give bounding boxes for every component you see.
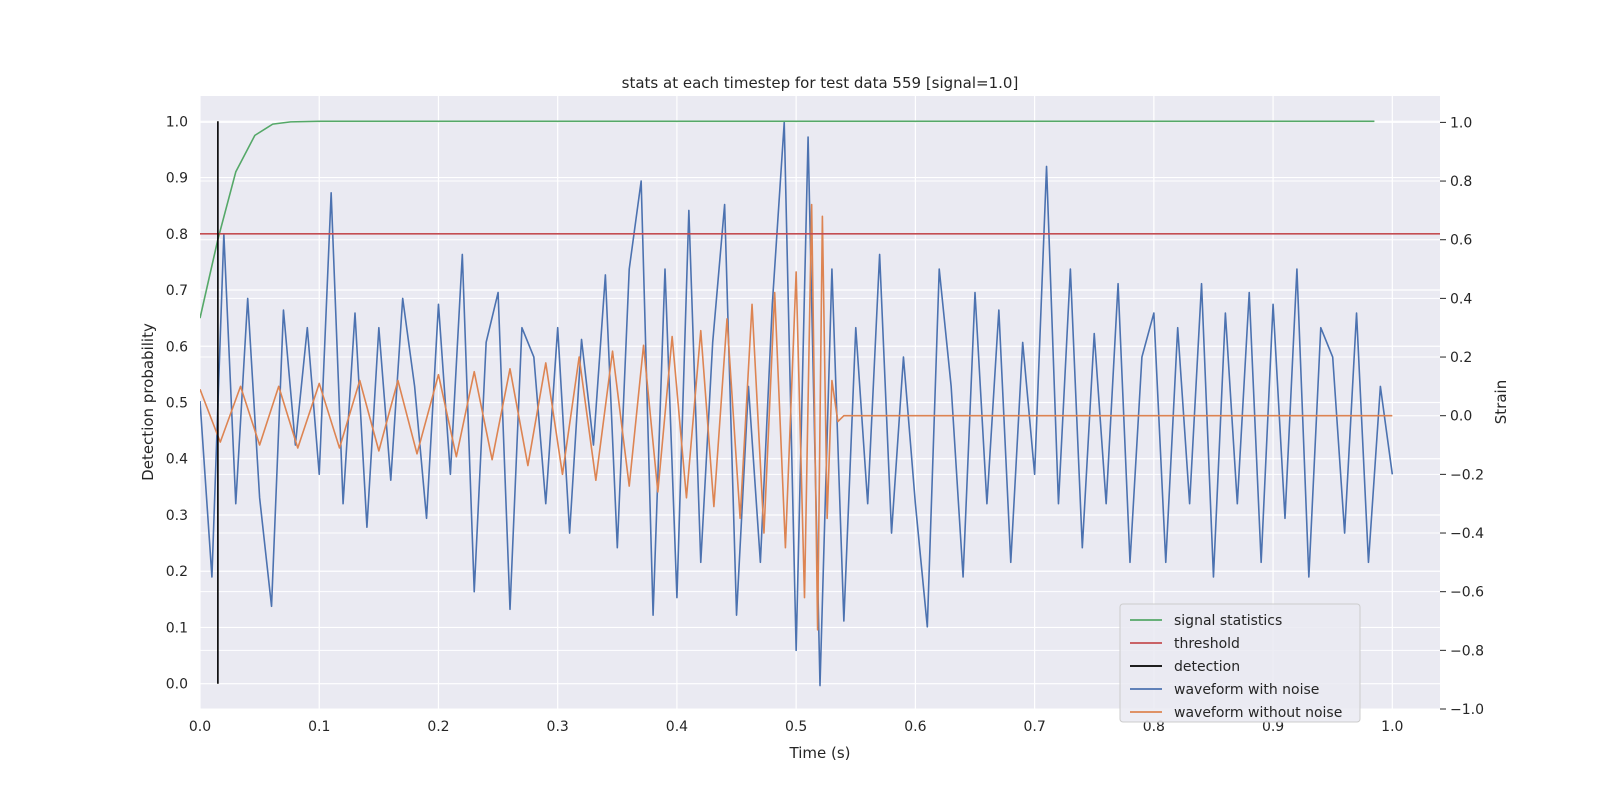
- y-right-tick-label: 0.6: [1450, 233, 1472, 249]
- legend-entry: detection: [1174, 659, 1240, 675]
- y-tick-label: 0.1: [166, 620, 188, 636]
- y-right-tick-label: −0.4: [1450, 526, 1484, 542]
- y-tick-label: 1.0: [166, 114, 188, 130]
- y-tick-label: 0.0: [166, 677, 188, 693]
- y-tick-label: 0.5: [166, 396, 188, 412]
- x-tick-label: 0.1: [308, 719, 330, 735]
- y-right-tick-label: 0.8: [1450, 174, 1472, 190]
- x-tick-label: 0.5: [785, 719, 807, 735]
- y-right-tick-label: −0.8: [1450, 643, 1484, 659]
- y-tick-label: 0.7: [166, 283, 188, 299]
- x-tick-label: 1.0: [1381, 719, 1403, 735]
- x-tick-label: 0.3: [547, 719, 569, 735]
- y-right-tick-label: −0.2: [1450, 467, 1484, 483]
- x-tick-label: 0.0: [189, 719, 211, 735]
- x-tick-label: 0.8: [1143, 719, 1165, 735]
- y-tick-label: 0.4: [166, 452, 188, 468]
- legend-entry: waveform with noise: [1174, 682, 1319, 698]
- y-right-tick-label: 0.4: [1450, 291, 1472, 307]
- legend-entry: signal statistics: [1174, 613, 1282, 629]
- chart-title: stats at each timestep for test data 559…: [622, 74, 1019, 92]
- y-tick-label: 0.2: [166, 564, 188, 580]
- x-tick-label: 0.4: [666, 719, 688, 735]
- y-right-tick-label: −1.0: [1450, 702, 1484, 718]
- y-tick-label: 0.6: [166, 339, 188, 355]
- legend-box: [1119, 603, 1361, 723]
- y-right-tick-label: 0.2: [1450, 350, 1472, 366]
- y-right-tick-label: −0.6: [1450, 585, 1484, 601]
- x-tick-label: 0.6: [904, 719, 926, 735]
- y-axis-right-label: Strain: [1492, 380, 1510, 424]
- x-tick-label: 0.2: [427, 719, 449, 735]
- series-line-waveform-with-noise: [200, 121, 1394, 687]
- legend: signal statistics threshold detection wavef…: [1119, 603, 1361, 723]
- legend-entry: waveform without noise: [1174, 705, 1342, 721]
- series-line-signal-statistics: [200, 120, 1375, 319]
- legend-entry: threshold: [1174, 636, 1240, 652]
- x-tick-label: 0.7: [1023, 719, 1045, 735]
- x-axis-label: Time (s): [789, 744, 851, 762]
- y-axis-label: Detection probability: [139, 323, 157, 481]
- ticks: 0.0 0.1 0.2 0.3 0.4 0.5 0.6 0.7 0.8 0.9 1.0 0.0 0.1 0…: [166, 114, 1484, 735]
- y-tick-label: 0.8: [166, 227, 188, 243]
- y-tick-label: 0.3: [166, 508, 188, 524]
- x-tick-label: 0.9: [1262, 719, 1284, 735]
- y-right-tick-label: 1.0: [1450, 115, 1472, 131]
- series-line-waveform-without-noise: [200, 203, 1393, 631]
- series-layer: [200, 120, 1440, 687]
- y-tick-label: 0.9: [166, 171, 188, 187]
- y-right-tick-label: 0.0: [1450, 409, 1472, 425]
